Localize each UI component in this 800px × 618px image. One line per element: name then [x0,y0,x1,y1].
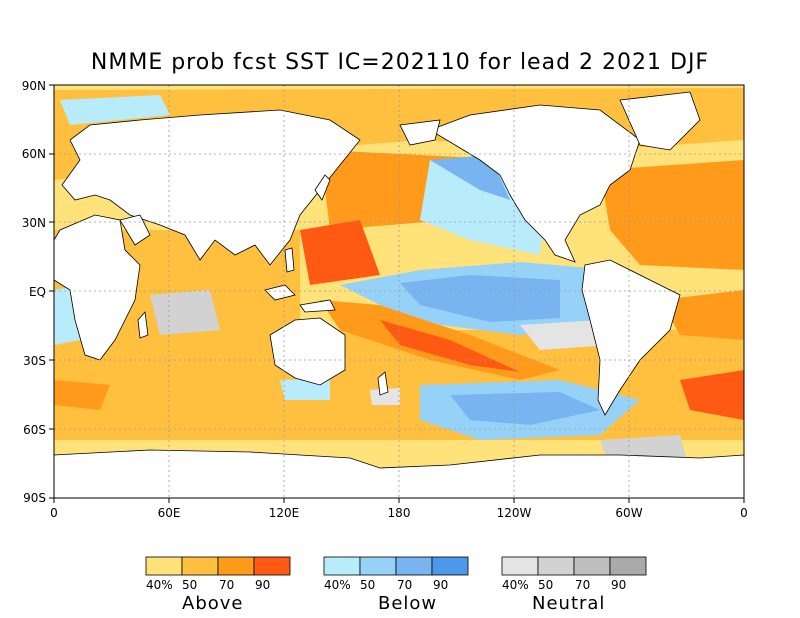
below-level-40: 40% [324,578,351,592]
legend-swatch-below-2 [395,556,433,576]
below-level-70: 70 [397,578,413,592]
legend-swatch-neutral-0 [501,556,539,576]
map-title: NMME prob fcst SST IC=202110 for lead 2 … [90,50,710,75]
lon-label-120e: 120E [268,506,300,520]
below-level-90: 90 [433,578,449,592]
neutral-level-70: 70 [575,578,591,592]
southern-ocean-below-core [450,392,600,425]
la-nina-core [400,275,560,322]
south-america-land [581,259,681,416]
axis-ticks [49,84,745,503]
lat-label-60s: 60S [23,423,46,437]
graticule [54,85,744,498]
below-level-50: 50 [360,578,376,592]
southern-indian-above [54,380,110,410]
lat-label-30n: 30N [21,216,46,230]
west-pacific-strong-above [300,220,380,285]
madagascar-land [137,311,149,339]
above-level-50: 50 [182,578,198,592]
map-field [54,85,744,498]
australia-land [269,317,346,386]
borneo-land [264,284,296,301]
legend-swatch-neutral-1 [537,556,575,576]
arctic-below [60,95,170,125]
legend-swatch-below-0 [323,556,361,576]
above-level-40: 40% [146,578,173,592]
above-level-90: 90 [255,578,271,592]
lon-label-0-end: 0 [740,506,748,520]
legend-swatch-above-1 [181,556,219,576]
legend [145,556,647,576]
new-guinea-land [299,299,336,313]
legend-swatch-above-2 [217,556,255,576]
lon-label-60w: 60W [615,506,643,520]
lon-label-120w: 120W [496,506,532,520]
legend-swatch-below-1 [359,556,397,576]
eurasia-land [61,109,361,266]
legend-swatch-above-3 [253,556,291,576]
lat-label-30s: 30S [23,354,46,368]
east-pacific-neutral [520,320,610,350]
north-atlantic-above [600,160,744,270]
legend-above-title: Above [182,593,244,614]
legend-swatch-above-0 [145,556,183,576]
neutral-level-40: 40% [502,578,529,592]
antarctica-land [54,449,744,498]
south-atlantic-strong-above [680,370,744,420]
africa-land [54,214,141,361]
south-atlantic-above [660,290,744,340]
above-level-70: 70 [219,578,235,592]
legend-swatch-neutral-2 [573,556,611,576]
land [54,91,744,498]
japan-land [314,174,331,201]
north-america-land [429,104,641,263]
lon-label-60e: 60E [157,506,181,520]
neutral-level-90: 90 [611,578,627,592]
philippines-land [284,247,295,273]
legend-below-title: Below [378,593,438,614]
lon-label-180: 180 [387,506,411,520]
legend-swatch-neutral-3 [609,556,647,576]
legend-neutral-title: Neutral [532,593,606,614]
indian-ocean-neutral [150,290,220,335]
lat-label-90n: 90N [21,79,46,93]
nz-neutral [370,388,400,405]
lon-label-0: 0 [50,506,58,520]
lat-label-eq: EQ [28,285,46,299]
greenland-land [619,91,701,151]
neutral-level-50: 50 [538,578,554,592]
south-pacific-strong-above [380,320,520,372]
lat-label-60n: 60N [21,147,46,161]
alaska-land [399,119,441,146]
lat-label-90s: 90S [23,491,46,505]
arabia-land [119,214,151,246]
new-zealand-land [377,371,389,396]
legend-swatch-below-3 [431,556,469,576]
